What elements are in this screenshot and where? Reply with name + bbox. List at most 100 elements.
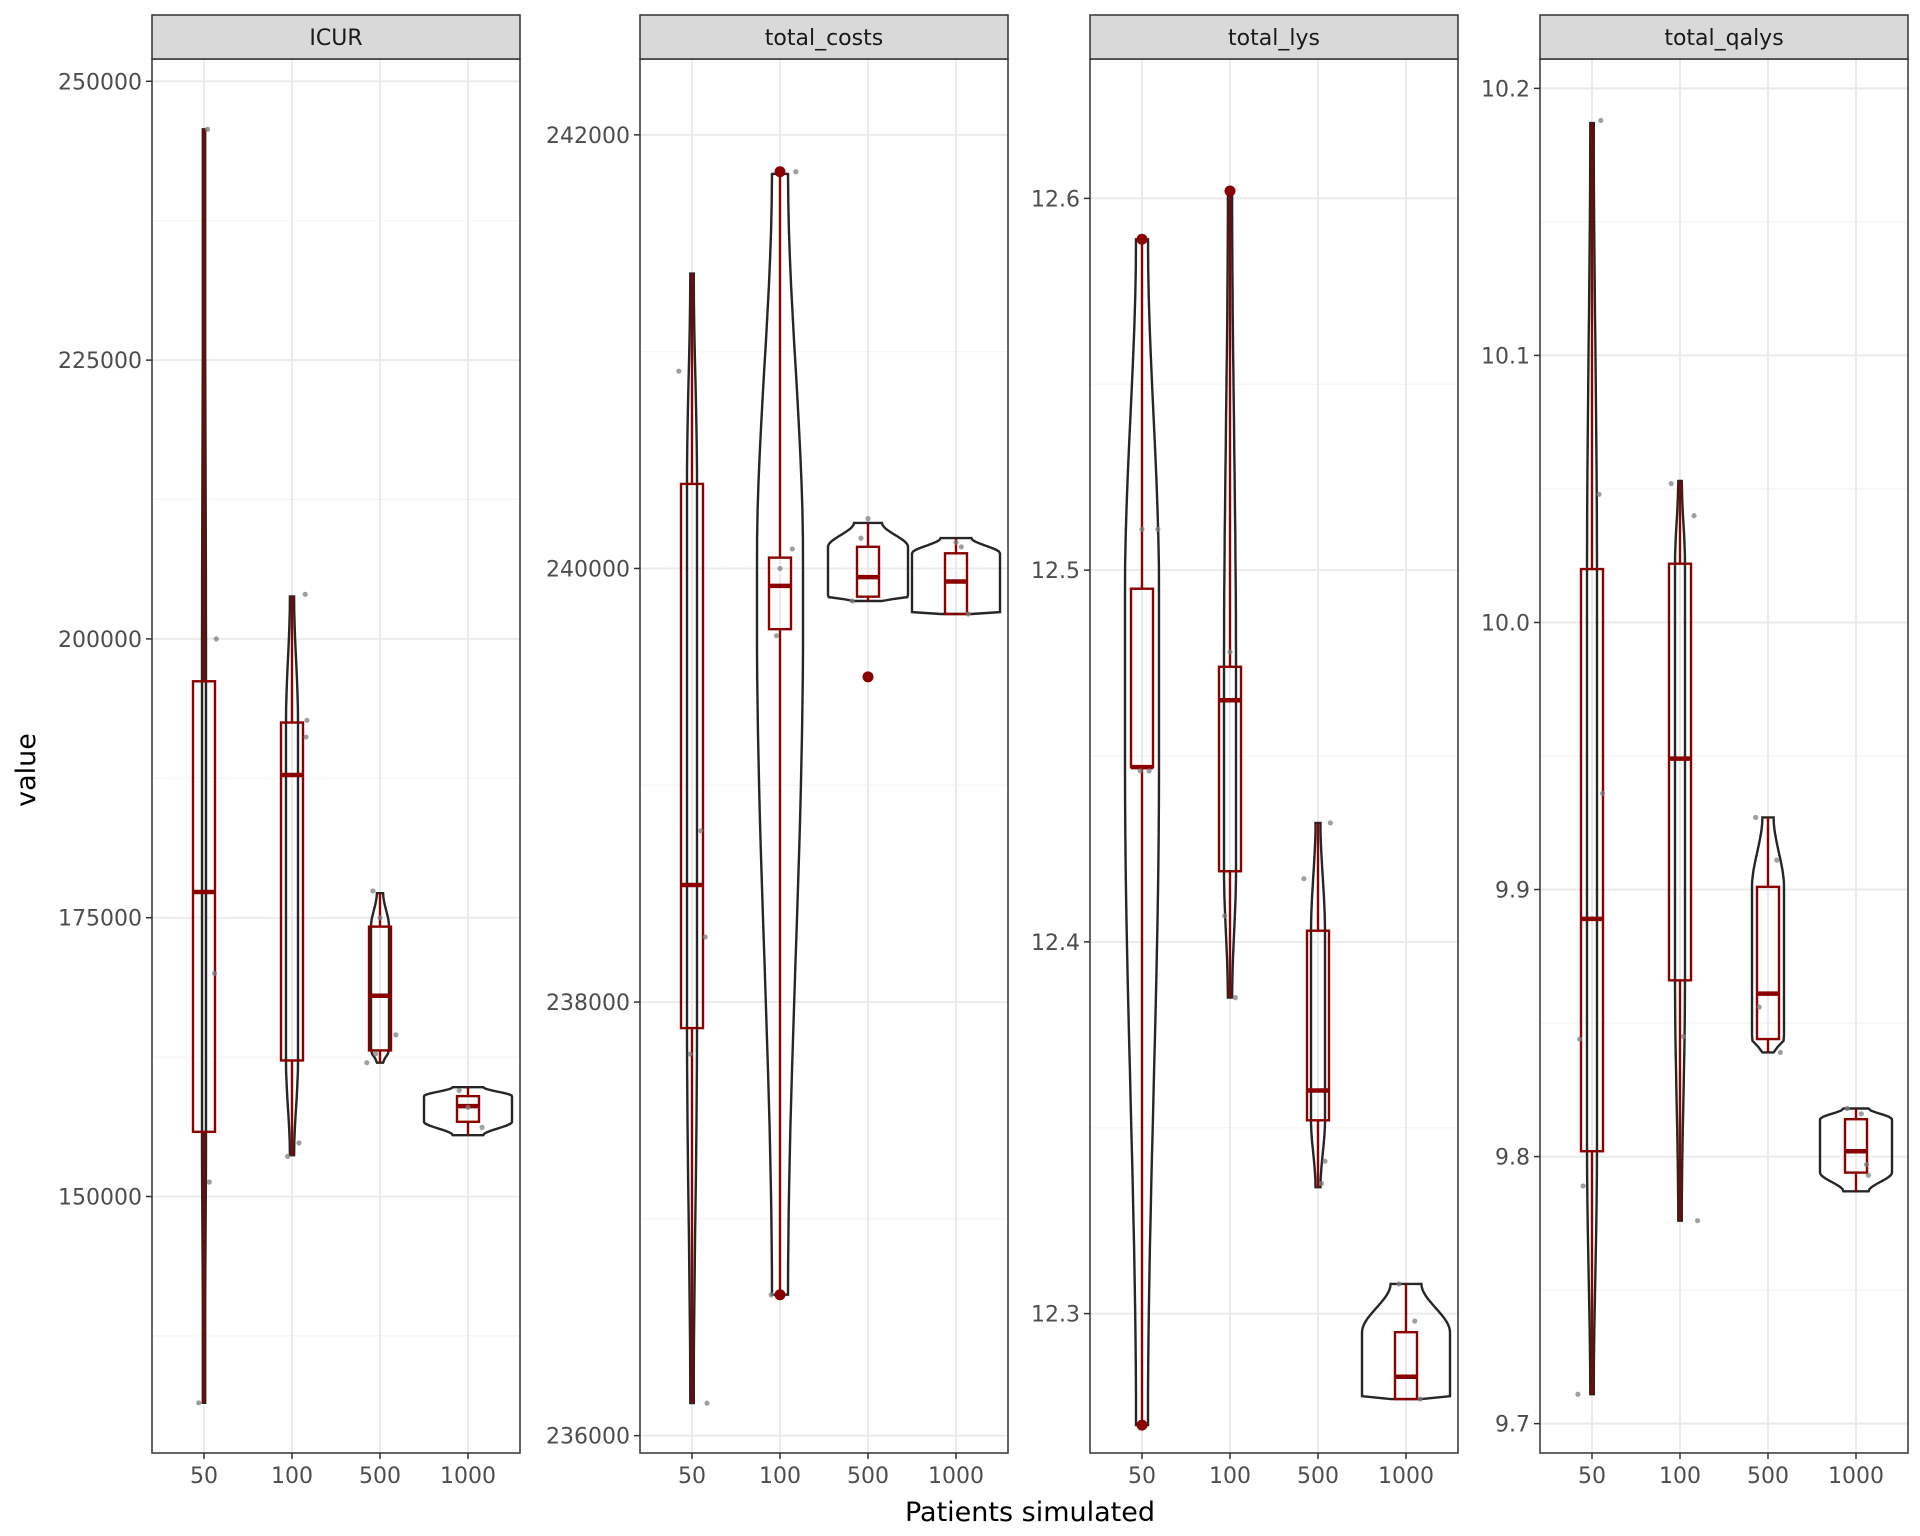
x-axis-title: Patients simulated [905, 1497, 1155, 1528]
violin-outline [1123, 238, 1161, 1427]
y-tick-label: 12.6 [1031, 187, 1080, 212]
box-iqr [191, 680, 217, 1134]
jitter-point [1146, 768, 1152, 774]
group-total_costs-100 [755, 166, 805, 1301]
x-tick-label: 50 [1128, 1464, 1156, 1489]
jitter-point [1580, 1183, 1586, 1189]
x-tick-label: 1000 [1378, 1464, 1434, 1489]
y-tick-label: 225000 [58, 349, 142, 374]
x-tick-label: 50 [678, 1464, 706, 1489]
jitter-point [858, 535, 864, 541]
y-tick-label: 10.2 [1481, 77, 1530, 102]
jitter-point [393, 1032, 399, 1038]
violin-outline [1818, 1107, 1894, 1193]
group-total_qalys-100 [1667, 479, 1701, 1224]
x-tick-label: 50 [190, 1464, 218, 1489]
jitter-point [965, 611, 971, 617]
group-ICUR-50 [191, 126, 219, 1406]
outlier-point [774, 1289, 786, 1301]
jitter-point [364, 1060, 370, 1066]
jitter-point [213, 636, 219, 642]
x-tick-label: 100 [271, 1464, 313, 1489]
jitter-point [1577, 1036, 1583, 1042]
jitter-point [1680, 1033, 1687, 1040]
group-ICUR-500 [364, 888, 399, 1066]
jitter-point [377, 915, 383, 921]
violin-outline [1585, 121, 1599, 1396]
violin-outline [1750, 816, 1786, 1054]
jitter-point [1137, 768, 1143, 774]
facet-strip [1539, 14, 1909, 60]
group-ICUR-1000 [422, 1086, 514, 1137]
jitter-point [1777, 1049, 1783, 1056]
x-tick-label: 500 [359, 1464, 401, 1489]
group-total_qalys-500 [1750, 814, 1786, 1056]
jitter-point [777, 565, 783, 572]
group-total_lys-50 [1123, 233, 1161, 1431]
facet-strip-label: total_lys [1228, 26, 1320, 51]
group-total_lys-100 [1217, 185, 1243, 1001]
box-iqr [1843, 1117, 1869, 1174]
jitter-point [1222, 913, 1228, 919]
jitter-point [1858, 1111, 1864, 1117]
jitter-point [1865, 1172, 1871, 1178]
y-tick-label: 12.4 [1031, 931, 1080, 956]
jitter-point [1756, 1004, 1762, 1010]
group-ICUR-100 [279, 591, 310, 1159]
facet-strip-label: total_costs [765, 26, 883, 51]
x-tick-label: 1000 [1828, 1464, 1884, 1489]
group-total_costs-500 [826, 516, 910, 683]
x-tick-label: 100 [1209, 1464, 1251, 1489]
jitter-point [1863, 1161, 1870, 1168]
y-tick-label: 150000 [58, 1186, 142, 1211]
jitter-point [296, 1140, 302, 1146]
group-total_costs-1000 [910, 536, 1002, 617]
jitter-point [1412, 1318, 1418, 1324]
jitter-point [1691, 513, 1697, 519]
jitter-point [958, 544, 964, 550]
y-tick-label: 10.0 [1481, 611, 1530, 636]
violin-outline [685, 272, 699, 1405]
jitter-point [793, 169, 799, 175]
jitter-point [1155, 526, 1161, 532]
x-tick-label: 500 [1297, 1464, 1339, 1489]
jitter-point [1668, 481, 1674, 487]
jitter-point [1844, 1105, 1850, 1112]
outlier-point [1136, 233, 1148, 245]
jitter-point [687, 1051, 693, 1057]
facet-panels: ICUR 150000 175000 200000 225000 250000 50 100 5… [58, 14, 1909, 1489]
x-tick-label: 100 [759, 1464, 801, 1489]
jitter-point [206, 1179, 212, 1185]
y-tick-label: 250000 [58, 70, 142, 95]
y-tick-label: 236000 [546, 1425, 630, 1450]
violin-outline [1360, 1282, 1452, 1401]
box-iqr [279, 721, 305, 1062]
panel-background [152, 59, 520, 1453]
x-tick-label: 500 [1747, 1464, 1789, 1489]
jitter-point [1322, 1158, 1328, 1164]
group-total_costs-50 [676, 272, 710, 1406]
jitter-point [1598, 117, 1604, 124]
facet-panel-total_costs: total_costs 236000 238000 240000 242000 50 100… [546, 14, 1009, 1489]
jitter-point [285, 1153, 291, 1159]
facet-strip-label: ICUR [309, 26, 362, 51]
jitter-point [768, 1292, 774, 1298]
jitter-point [1774, 857, 1780, 863]
jitter-point [953, 539, 959, 546]
box-iqr [1755, 885, 1781, 1041]
violin-outline [826, 521, 910, 603]
jitter-point [849, 598, 855, 604]
jitter-point [465, 1104, 471, 1110]
jitter-point [1575, 1391, 1581, 1397]
jitter-point [773, 633, 780, 639]
panel-background [640, 59, 1008, 1453]
jitter-point [304, 717, 310, 723]
violin-outline [422, 1086, 514, 1137]
jitter-point [302, 591, 308, 597]
jitter-point [1227, 649, 1233, 655]
jitter-point [196, 1400, 202, 1406]
facet-strip [151, 14, 521, 60]
y-tick-label: 242000 [546, 124, 630, 149]
violin-outline [369, 892, 391, 1064]
